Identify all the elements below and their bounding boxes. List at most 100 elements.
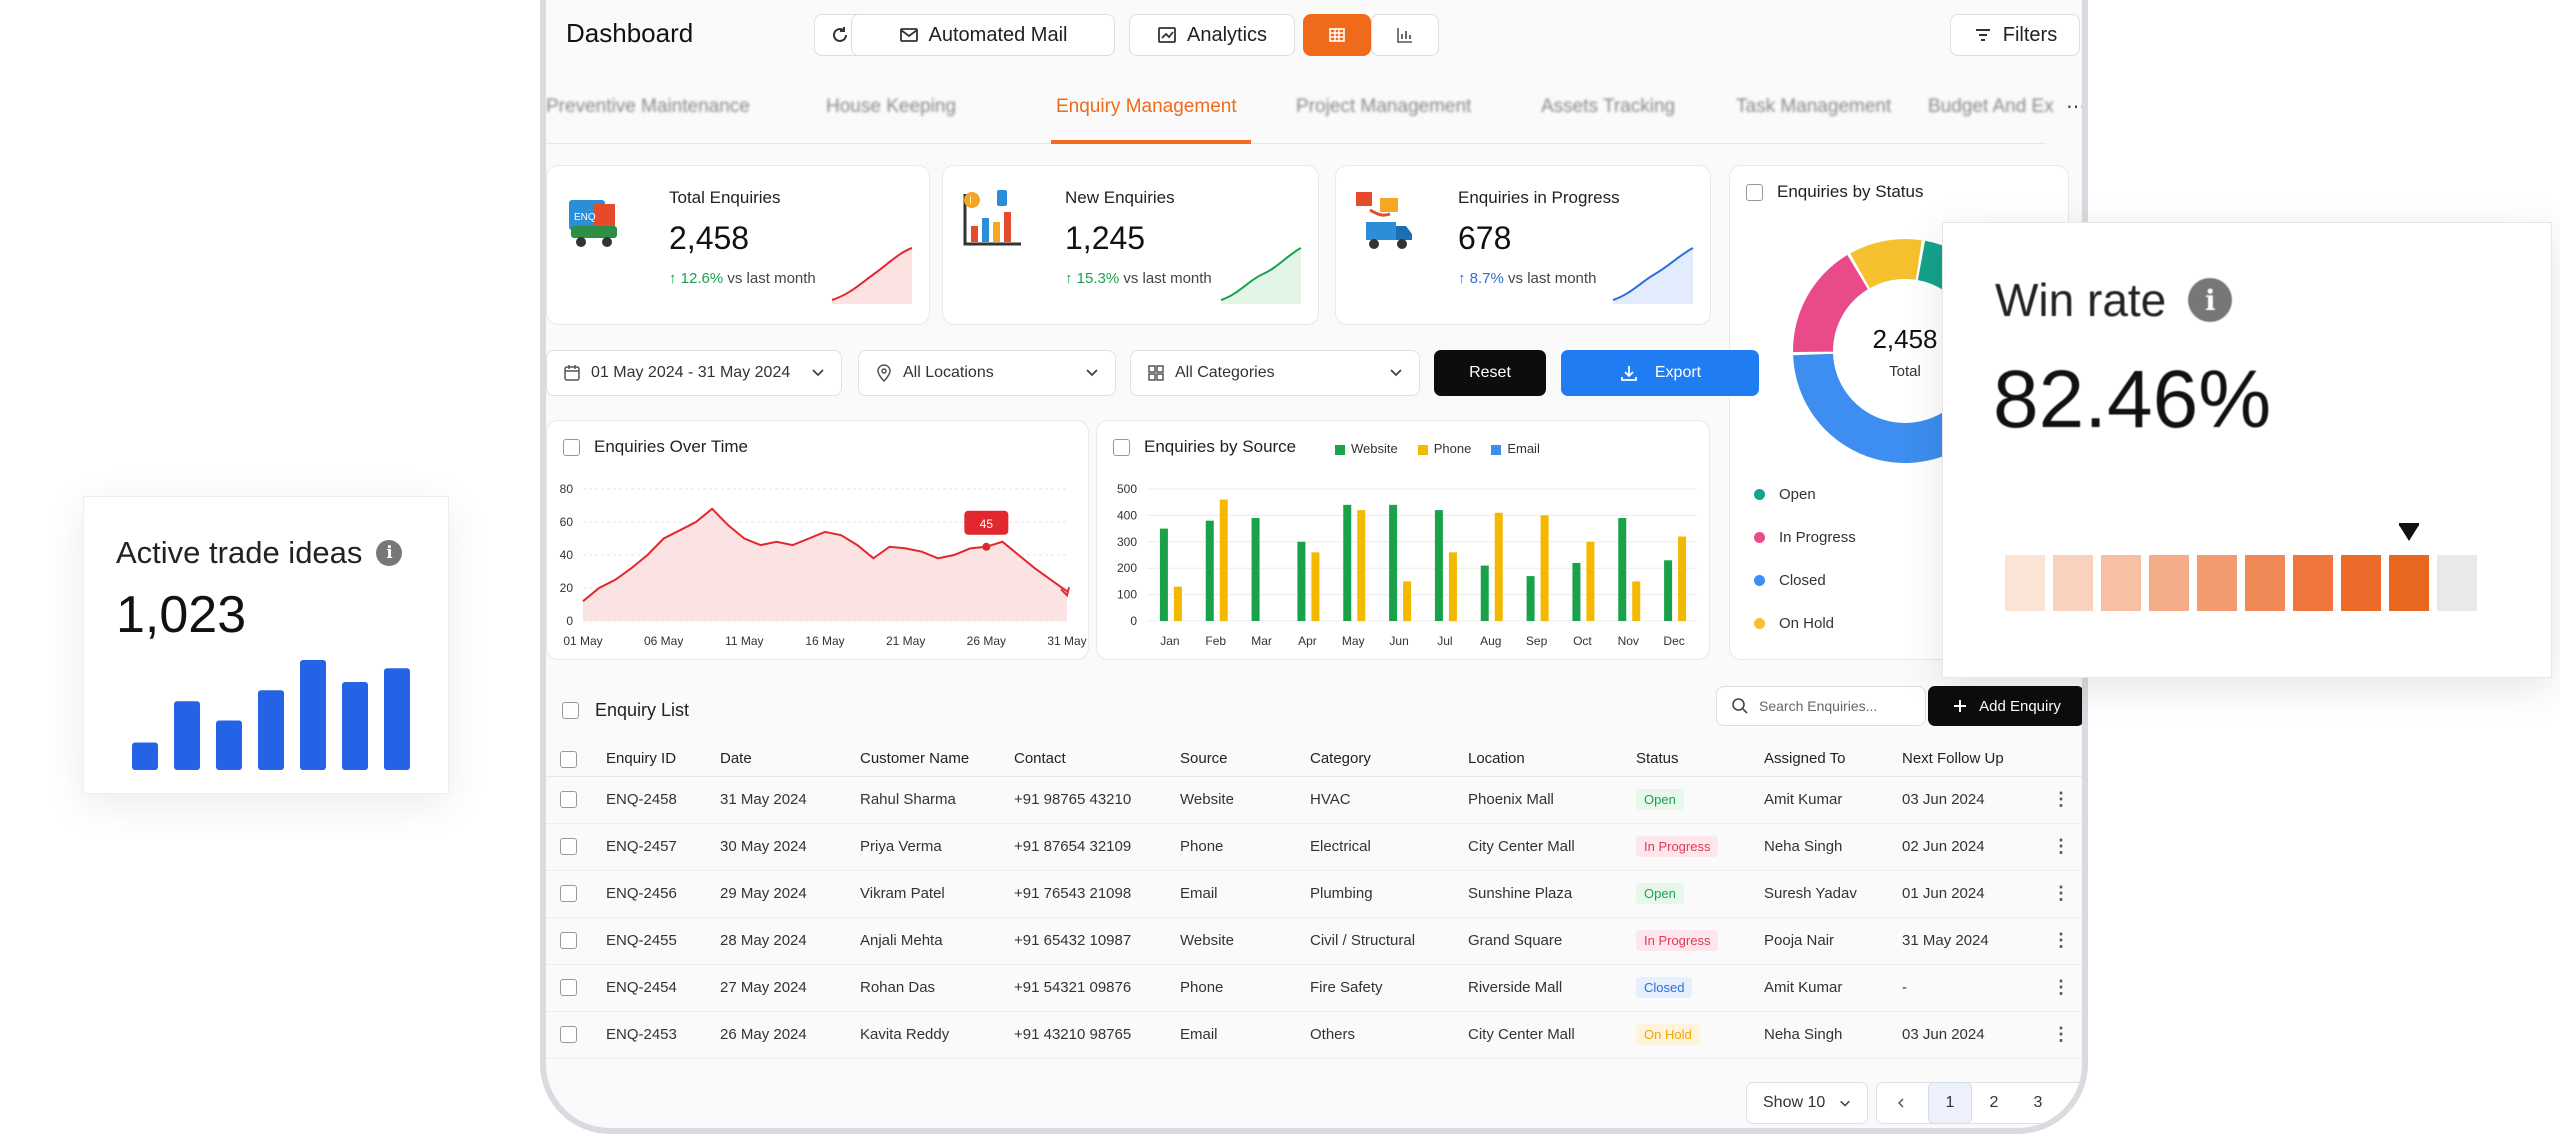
date-range-picker[interactable]: 01 May 2024 - 31 May 2024 — [546, 350, 842, 396]
reset-button[interactable]: Reset — [1434, 350, 1546, 396]
select-all-cell — [546, 742, 592, 777]
export-button[interactable]: Export — [1561, 350, 1759, 396]
analytics-label: Analytics — [1186, 23, 1268, 46]
more-tabs-button[interactable]: ⋯ — [2066, 96, 2086, 118]
pagination — [1876, 1082, 2082, 1124]
bar — [132, 742, 158, 770]
location-select[interactable]: All Locations — [858, 350, 1116, 396]
more-vertical-icon[interactable]: ⋮ — [2052, 1024, 2070, 1044]
x-tick-label: Jul — [1437, 634, 1452, 648]
page-2-button[interactable]: 2 — [1989, 1094, 1999, 1111]
next-page-button[interactable] — [2060, 1082, 2082, 1124]
cell-source: Email — [1180, 870, 1310, 918]
cell-enquiry-id: ENQ-2456 — [592, 870, 720, 918]
cell-source: Website — [1180, 917, 1310, 965]
win-card-title: Win rate i — [1995, 273, 2233, 327]
tab-enquiry-management[interactable]: Enquiry Management — [1056, 96, 1237, 117]
analytics-button[interactable]: Analytics — [1129, 14, 1295, 56]
chevron-down-icon — [1390, 369, 1402, 377]
filters-label: Filters — [2002, 23, 2058, 46]
status-badge: In Progress — [1636, 930, 1719, 951]
cell-category: Electrical — [1310, 823, 1468, 871]
page-3-button[interactable]: 3 — [2033, 1094, 2043, 1111]
chart-view-button[interactable] — [1371, 14, 1439, 56]
y-tick-label: 100 — [1117, 588, 1137, 602]
status-badge: Open — [1636, 883, 1684, 904]
search-enquiries-input[interactable]: Search Enquiries... — [1716, 686, 1926, 726]
row-checkbox[interactable] — [560, 885, 577, 903]
dashboard-window: Dashboard Automated Mail Analytics Fi — [540, 0, 2088, 1134]
legend-open: Open — [1754, 486, 1856, 503]
legend-label: In Progress — [1779, 529, 1856, 546]
category-select[interactable]: All Categories — [1130, 350, 1420, 396]
cell-assigned-to: Amit Kumar — [1764, 964, 1902, 1012]
page-1-button[interactable]: 1 — [1928, 1082, 1972, 1124]
col-enquiry-id[interactable]: Enquiry ID — [592, 742, 720, 777]
y-tick-label: 0 — [1130, 614, 1137, 628]
table-row[interactable]: ENQ-2455 28 May 2024 Anjali Mehta +91 65432… — [546, 917, 2082, 965]
status-title-text: Enquiries by Status — [1777, 182, 1924, 201]
tab-preventive-maintenance[interactable]: Preventive Maintenance — [546, 96, 750, 117]
col-assigned-to[interactable]: Assigned To — [1764, 742, 1902, 777]
bar — [300, 660, 326, 770]
tab-assets-tracking[interactable]: Assets Tracking — [1541, 96, 1676, 117]
tab-project-management[interactable]: Project Management — [1296, 96, 1472, 117]
info-icon[interactable]: i — [2188, 278, 2233, 322]
row-checkbox[interactable] — [560, 979, 577, 997]
row-checkbox[interactable] — [560, 838, 577, 856]
tab-budget[interactable]: Budget And Ex — [1928, 96, 2054, 117]
tab-task-management[interactable]: Task Management — [1736, 96, 1892, 117]
more-vertical-icon[interactable]: ⋮ — [2052, 977, 2070, 997]
table-row[interactable]: ENQ-2453 26 May 2024 Kavita Reddy +91 43210… — [546, 1011, 2082, 1059]
table-row[interactable]: ENQ-2456 29 May 2024 Vikram Patel +91 76543… — [546, 870, 2082, 918]
col-status[interactable]: Status — [1636, 742, 1764, 777]
cell-next-follow-up: 03 Jun 2024 — [1902, 1011, 2052, 1059]
more-vertical-icon[interactable]: ⋮ — [2052, 789, 2070, 809]
col-contact[interactable]: Contact — [1014, 742, 1180, 777]
automated-mail-button[interactable]: Automated Mail — [851, 14, 1115, 56]
col-category[interactable]: Category — [1310, 742, 1468, 777]
add-enquiry-button[interactable]: Add Enquiry — [1928, 686, 2082, 726]
x-tick-label: Aug — [1480, 634, 1501, 648]
col-source[interactable]: Source — [1180, 742, 1310, 777]
status-checkbox[interactable] — [1746, 183, 1763, 201]
row-checkbox[interactable] — [560, 791, 577, 809]
col-customer-name[interactable]: Customer Name — [860, 742, 1014, 777]
cell-contact: +91 43210 98765 — [1014, 1011, 1180, 1059]
page-size-select[interactable]: Show 10 — [1746, 1082, 1868, 1124]
x-tick-label: Jun — [1389, 634, 1408, 648]
more-vertical-icon[interactable]: ⋮ — [2052, 836, 2070, 856]
legend-label: Email — [1507, 441, 1540, 456]
y-tick-label: 400 — [1117, 508, 1137, 522]
tab-house-keeping[interactable]: House Keeping — [826, 96, 956, 117]
filters-button[interactable]: Filters — [1950, 14, 2080, 56]
table-row[interactable]: ENQ-2458 31 May 2024 Rahul Sharma +91 98765… — [546, 776, 2082, 824]
location-value: All Locations — [903, 364, 994, 381]
by-source-checkbox[interactable] — [1113, 438, 1130, 456]
y-tick-label: 0 — [566, 614, 573, 628]
row-actions-cell: ⋮ — [2052, 917, 2082, 965]
list-checkbox[interactable] — [562, 702, 579, 719]
row-checkbox[interactable] — [560, 1026, 577, 1044]
prev-page-button[interactable] — [1879, 1082, 1923, 1124]
info-icon[interactable]: i — [376, 540, 403, 566]
table-row[interactable]: ENQ-2454 27 May 2024 Rohan Das +91 54321 09… — [546, 964, 2082, 1012]
col-location[interactable]: Location — [1468, 742, 1636, 777]
cell-location: Sunshine Plaza — [1468, 870, 1636, 918]
table-row[interactable]: ENQ-2457 30 May 2024 Priya Verma +91 87654 … — [546, 823, 2082, 871]
sparkline — [831, 247, 913, 304]
more-vertical-icon[interactable]: ⋮ — [2052, 883, 2070, 903]
col-date[interactable]: Date — [720, 742, 860, 777]
by-source-title: Enquiries by Source — [1113, 437, 1296, 457]
cell-date: 27 May 2024 — [720, 964, 860, 1012]
table-view-button[interactable] — [1303, 14, 1371, 56]
col-next-follow-up[interactable]: Next Follow Up — [1902, 742, 2052, 777]
annotation-label: 45 — [980, 517, 994, 531]
select-all-checkbox[interactable] — [560, 750, 577, 768]
more-vertical-icon[interactable]: ⋮ — [2052, 930, 2070, 950]
win-rate-card: Win rate i 82.46% — [1942, 222, 2552, 678]
row-checkbox[interactable] — [560, 932, 577, 950]
legend-swatch — [1335, 444, 1345, 455]
over-time-checkbox[interactable] — [563, 438, 580, 456]
row-select-cell — [546, 917, 592, 965]
